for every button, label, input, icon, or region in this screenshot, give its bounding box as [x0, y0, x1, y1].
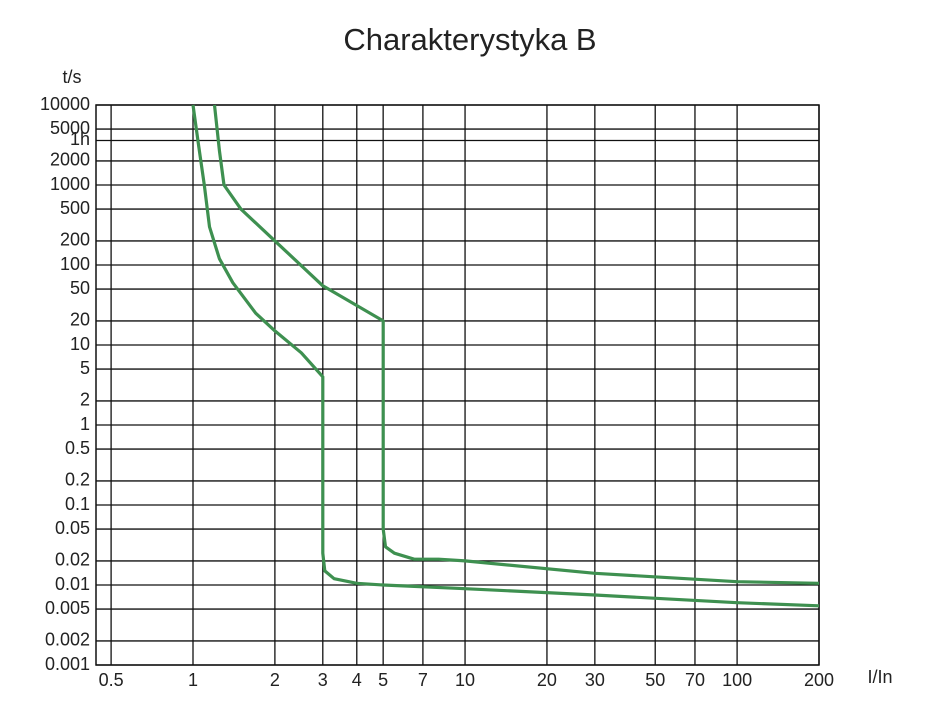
y-tick-label: 10000: [40, 94, 90, 114]
y-tick-label: 0.05: [55, 518, 90, 538]
y-tick-label: 2000: [50, 150, 90, 170]
y-tick-label: 0.1: [65, 494, 90, 514]
y-tick-label: 0.01: [55, 574, 90, 594]
x-tick-label: 2: [270, 670, 280, 690]
x-tick-label: 70: [685, 670, 705, 690]
y-tick-label: 200: [60, 230, 90, 250]
y-tick-label: 5000: [50, 118, 90, 138]
y-tick-label: 20: [70, 310, 90, 330]
x-tick-label: 30: [585, 670, 605, 690]
x-tick-label: 4: [352, 670, 362, 690]
y-tick-label: 1h: [70, 129, 90, 149]
x-tick-label: 3: [318, 670, 328, 690]
chart-title: Charakterystyka B: [343, 22, 596, 57]
y-tick-label: 10: [70, 334, 90, 354]
y-tick-label: 5: [80, 358, 90, 378]
y-tick-label: 500: [60, 198, 90, 218]
x-tick-label: 100: [722, 670, 752, 690]
y-tick-label: 1: [80, 414, 90, 434]
y-tick-label: 100: [60, 254, 90, 274]
y-axis-label: t/s: [62, 67, 81, 87]
y-tick-label: 0.002: [45, 630, 90, 650]
x-tick-label: 50: [645, 670, 665, 690]
curve: [191, 104, 820, 608]
y-tick-label: 1000: [50, 174, 90, 194]
y-tick-label: 50: [70, 278, 90, 298]
x-tick-label: 7: [418, 670, 428, 690]
y-tick-label: 0.5: [65, 438, 90, 458]
x-axis-label: I/In: [867, 667, 892, 687]
x-tick-label: 20: [537, 670, 557, 690]
y-tick-label: 2: [80, 390, 90, 410]
x-tick-label: 5: [378, 670, 388, 690]
curve: [212, 104, 820, 585]
y-tick-label: 0.2: [65, 470, 90, 490]
y-tick-label: 0.005: [45, 598, 90, 618]
y-tick-label: 0.001: [45, 654, 90, 674]
x-tick-label: 10: [455, 670, 475, 690]
x-tick-label: 0.5: [99, 670, 124, 690]
y-tick-label: 0.02: [55, 550, 90, 570]
x-tick-label: 1: [188, 670, 198, 690]
x-tick-label: 200: [804, 670, 834, 690]
